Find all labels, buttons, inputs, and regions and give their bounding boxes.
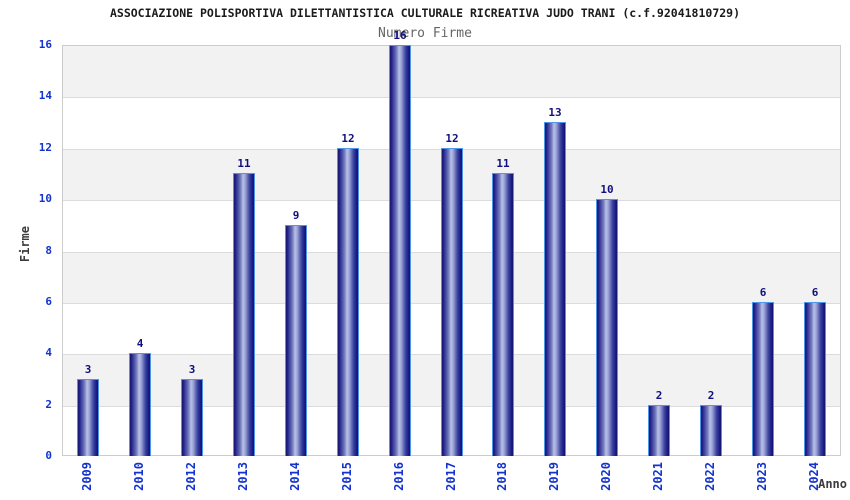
y-tick-label: 12 [38,140,52,154]
bar [648,405,670,456]
x-tick-label: 2013 [236,462,250,491]
y-tick-label: 8 [45,243,52,257]
bar-value-label: 2 [655,389,663,402]
bar [596,199,618,456]
y-tick-label: 16 [38,38,52,51]
x-tick-label: 2016 [392,462,406,491]
x-tick-label: 2010 [132,462,146,491]
x-tick-label: 2017 [444,462,458,491]
chart-title: ASSOCIAZIONE POLISPORTIVA DILETTANTISTIC… [109,6,741,20]
y-tick-label: 6 [45,294,52,308]
bar [441,148,463,456]
bar [77,379,99,456]
x-tick-label: 2023 [755,462,769,491]
bar-value-label: 10 [600,183,614,196]
x-tick-label: 2014 [288,462,302,491]
x-axis-title: Anno [818,477,847,491]
x-tick-label: 2015 [340,462,354,491]
bar-value-label: 12 [341,132,355,145]
y-tick-label: 0 [45,449,52,462]
bar [804,302,826,456]
bar [389,45,411,456]
x-tick-label: 2020 [599,462,613,491]
bar [285,225,307,456]
bar-value-label: 2 [707,389,715,402]
y-tick-label: 4 [45,346,52,360]
chart-subtitle: Numero Firme [378,26,472,41]
bar-value-label: 6 [759,286,767,299]
x-tick-label: 2022 [703,462,717,491]
bar [181,379,203,456]
bar-value-label: 16 [393,29,407,42]
y-tick-label: 2 [45,397,52,411]
bar [129,353,151,456]
bar-value-label: 3 [84,363,92,376]
bar [700,405,722,456]
x-tick-label: 2018 [495,462,509,491]
bar-value-label: 6 [811,286,819,299]
grid-band [63,46,840,98]
x-tick-label: 2019 [547,462,561,491]
bar-value-label: 11 [496,157,510,170]
y-tick-label: 14 [38,89,52,103]
bar [544,122,566,456]
x-tick-label: 2021 [651,462,665,491]
bar-value-label: 4 [136,337,144,350]
bar-value-label: 3 [188,363,196,376]
bar [492,173,514,456]
y-tick-label: 10 [38,192,52,206]
gridline [63,97,840,98]
x-tick-label: 2009 [80,462,94,491]
bar-value-label: 9 [292,209,300,222]
bar [337,148,359,456]
bar-value-label: 13 [548,106,562,119]
x-tick-label: 2012 [184,462,198,491]
bar-value-label: 11 [237,157,251,170]
bar [233,173,255,456]
bar-value-label: 12 [445,132,459,145]
bar [752,302,774,456]
